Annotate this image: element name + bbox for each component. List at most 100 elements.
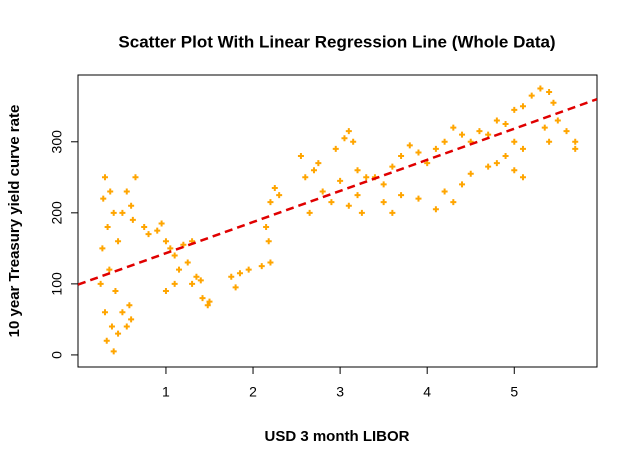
point	[459, 181, 466, 188]
x-tick-label: 4	[423, 384, 431, 400]
point	[145, 231, 152, 238]
point	[106, 266, 113, 273]
point	[263, 224, 270, 231]
point	[104, 224, 111, 231]
point	[319, 188, 326, 195]
y-axis-label: 10 year Treasury yield curve rate	[6, 105, 23, 338]
point	[119, 209, 126, 216]
point	[193, 273, 200, 280]
point	[511, 138, 518, 145]
x-tick-label: 1	[162, 384, 170, 400]
point	[459, 131, 466, 138]
point	[141, 224, 148, 231]
point	[519, 145, 526, 152]
point	[171, 252, 178, 259]
point	[345, 128, 352, 135]
point	[398, 152, 405, 159]
point	[158, 220, 165, 227]
y-tick-label: 0	[49, 351, 65, 359]
point	[115, 238, 122, 245]
point	[332, 145, 339, 152]
point	[358, 209, 365, 216]
point	[546, 138, 553, 145]
point	[511, 167, 518, 174]
point	[389, 163, 396, 170]
point	[511, 106, 518, 113]
plot-frame	[77, 74, 598, 368]
point	[232, 284, 239, 291]
point	[563, 128, 570, 135]
point	[108, 323, 115, 330]
point	[485, 163, 492, 170]
point	[110, 348, 117, 355]
point	[450, 124, 457, 131]
point	[450, 199, 457, 206]
point	[415, 149, 422, 156]
point	[129, 216, 136, 223]
point	[350, 138, 357, 145]
point	[550, 99, 557, 106]
point	[267, 259, 274, 266]
point	[271, 184, 278, 191]
point	[528, 92, 535, 99]
point	[101, 174, 108, 181]
point	[441, 188, 448, 195]
point	[276, 192, 283, 199]
chart-title: Scatter Plot With Linear Regression Line…	[118, 32, 555, 51]
point	[267, 199, 274, 206]
point	[112, 287, 119, 294]
point	[97, 280, 104, 287]
point	[119, 309, 126, 316]
point	[204, 302, 211, 309]
point	[467, 170, 474, 177]
point	[541, 124, 548, 131]
point	[171, 280, 178, 287]
point	[432, 206, 439, 213]
point	[228, 273, 235, 280]
x-tick-label: 2	[249, 384, 257, 400]
point	[389, 209, 396, 216]
point	[302, 174, 309, 181]
y-tick-label: 100	[49, 272, 65, 296]
point	[432, 145, 439, 152]
point	[363, 174, 370, 181]
point	[328, 199, 335, 206]
point	[236, 270, 243, 277]
regression-line	[78, 97, 597, 286]
y-tick-label: 300	[49, 130, 65, 154]
point	[354, 192, 361, 199]
point	[126, 302, 133, 309]
point	[315, 160, 322, 167]
point	[519, 174, 526, 181]
point	[154, 227, 161, 234]
point	[103, 337, 110, 344]
y-tick-label: 200	[49, 201, 65, 225]
point	[176, 266, 183, 273]
point	[310, 167, 317, 174]
point	[572, 145, 579, 152]
point	[258, 263, 265, 270]
point	[132, 174, 139, 181]
point	[189, 280, 196, 287]
point	[184, 259, 191, 266]
point	[115, 330, 122, 337]
point	[128, 316, 135, 323]
point	[354, 167, 361, 174]
point	[162, 238, 169, 245]
point	[206, 298, 213, 305]
point	[297, 152, 304, 159]
point	[493, 160, 500, 167]
point	[162, 287, 169, 294]
x-tick-label: 5	[510, 384, 518, 400]
point	[199, 295, 206, 302]
point	[337, 177, 344, 184]
point	[485, 131, 492, 138]
point	[546, 89, 553, 96]
point	[101, 309, 108, 316]
point	[537, 85, 544, 92]
point	[502, 121, 509, 128]
point	[519, 103, 526, 110]
point	[107, 188, 114, 195]
